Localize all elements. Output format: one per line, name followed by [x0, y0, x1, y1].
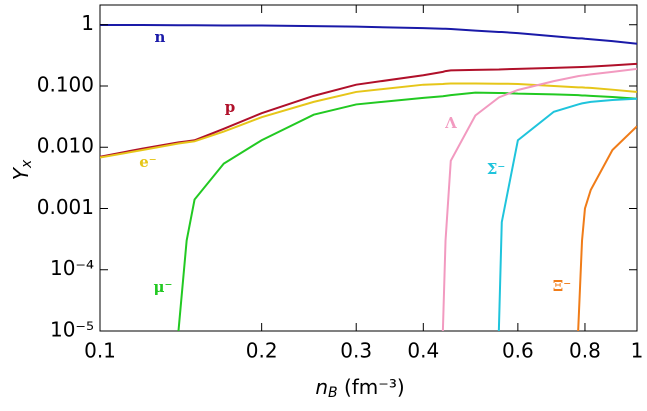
series-line: [100, 24, 637, 45]
x-tick-label: 0.8: [569, 339, 601, 363]
x-label-part: (fm⁻³): [338, 375, 405, 399]
series-line: [577, 125, 637, 331]
series-label: e⁻: [139, 153, 156, 171]
y-label-part: x: [19, 159, 35, 169]
series-line: [441, 67, 637, 331]
series-line: [100, 62, 637, 158]
y-tick-label: 0.010: [37, 134, 94, 158]
y-tick-label: 1: [81, 11, 94, 35]
x-tick-label: 0.2: [246, 339, 278, 363]
x-axis-label: nB (fm⁻³): [315, 375, 404, 402]
x-tick-label: 0.1: [84, 339, 116, 363]
series-label: n: [155, 28, 166, 46]
y-label-part: Y: [9, 166, 33, 180]
x-tick-label: 1: [631, 339, 644, 363]
y-tick-label: 0.001: [37, 195, 94, 219]
plot-frame: [99, 4, 638, 332]
series-label: Ξ⁻: [553, 277, 571, 295]
x-label-part: B: [328, 385, 338, 401]
y-tick-label: 10⁻⁵: [50, 318, 94, 342]
series-label: μ⁻: [154, 278, 173, 296]
y-axis-label: Yx: [9, 159, 36, 180]
x-tick-label: 0.6: [502, 339, 534, 363]
series-label: Σ⁻: [487, 160, 506, 178]
x-tick-label: 0.4: [407, 339, 439, 363]
series-label: p: [225, 98, 236, 116]
y-tick-label: 10⁻⁴: [50, 256, 94, 280]
plot-area: [100, 24, 637, 331]
series-line: [100, 82, 637, 159]
series-label: Λ: [444, 114, 457, 132]
y-tick-label: 0.100: [37, 72, 94, 96]
x-tick-label: 0.3: [340, 339, 372, 363]
series-line: [497, 97, 637, 331]
series-line: [177, 91, 637, 331]
x-label-part: n: [315, 375, 328, 399]
